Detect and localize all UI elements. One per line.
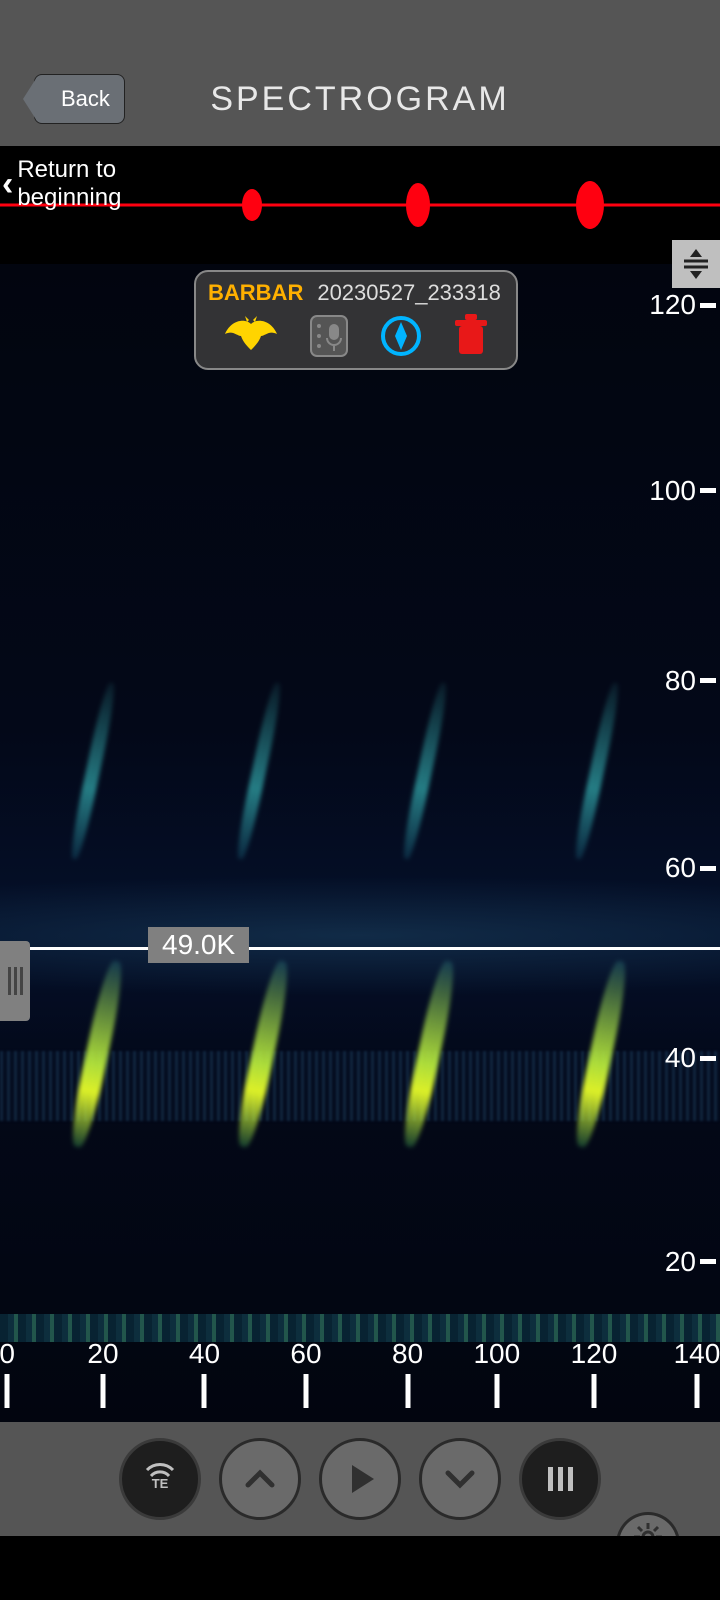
time-axis-label: 20 (87, 1338, 118, 1370)
time-axis-tick (304, 1374, 309, 1408)
time-axis-tick (405, 1374, 410, 1408)
return-to-beginning-button[interactable]: ‹ Return to beginning (2, 156, 121, 211)
expand-handle[interactable] (672, 240, 720, 288)
freq-axis-label: 20 (665, 1246, 716, 1278)
recording-filename: 20230527_233318 (317, 280, 501, 306)
species-code: BARBAR (208, 280, 303, 306)
freq-axis-label: 100 (649, 475, 716, 507)
noise-band (0, 1051, 720, 1121)
freq-axis-label: 120 (649, 289, 716, 321)
time-axis-tick (694, 1374, 699, 1408)
time-axis-label: 100 (473, 1338, 520, 1370)
svg-text:TE: TE (152, 1476, 169, 1491)
time-axis-label: 0 (0, 1338, 15, 1370)
time-axis-tick (100, 1374, 105, 1408)
time-axis-tick (5, 1374, 10, 1408)
time-axis-label: 120 (571, 1338, 618, 1370)
time-axis-tick (494, 1374, 499, 1408)
back-button-label: Back (61, 86, 110, 112)
trash-icon[interactable] (453, 314, 489, 358)
status-bar (0, 0, 720, 52)
freq-axis-label: 40 (665, 1042, 716, 1074)
prev-button[interactable] (219, 1438, 301, 1520)
play-icon (340, 1459, 380, 1499)
chevron-down-icon (440, 1459, 480, 1499)
return-label: Return to beginning (17, 156, 121, 211)
columns-button[interactable] (519, 1438, 601, 1520)
next-button[interactable] (419, 1438, 501, 1520)
spectrogram-background (0, 264, 720, 1422)
spectrogram-view[interactable]: 49.0K BARBAR 20230527_233318 (0, 264, 720, 1422)
time-axis-tick (202, 1374, 207, 1408)
split-vertical-icon (682, 247, 710, 281)
play-button[interactable] (319, 1438, 401, 1520)
columns-icon (540, 1459, 580, 1499)
frequency-marker-line[interactable] (30, 947, 720, 950)
recording-info-panel: BARBAR 20230527_233318 (194, 270, 518, 370)
freq-axis-label: 80 (665, 665, 716, 697)
playback-controls: TE (0, 1422, 720, 1536)
signal-te-icon: TE (135, 1454, 185, 1504)
page-title: SPECTROGRAM (210, 80, 509, 119)
nav-bar-area (0, 1536, 720, 1600)
frequency-marker-label[interactable]: 49.0K (148, 927, 249, 963)
time-axis-tick (592, 1374, 597, 1408)
back-button[interactable]: Back (34, 74, 125, 124)
te-mode-button[interactable]: TE (119, 1438, 201, 1520)
notes-mic-icon[interactable] (309, 314, 349, 358)
bat-icon[interactable] (223, 316, 279, 356)
time-axis-label: 60 (290, 1338, 321, 1370)
chevron-left-icon: ‹ (2, 167, 13, 201)
header-bar: Back SPECTROGRAM (0, 52, 720, 146)
time-axis-label: 140 (674, 1338, 720, 1370)
freq-axis-label: 60 (665, 852, 716, 884)
time-axis-label: 40 (189, 1338, 220, 1370)
chevron-up-icon (240, 1459, 280, 1499)
grip-icon (0, 941, 30, 1021)
time-axis: 0 20 40 60 80 100 120 140 (0, 1338, 720, 1422)
waveform-overview[interactable]: ‹ Return to beginning (0, 146, 720, 264)
drag-tab[interactable] (0, 941, 30, 1021)
compass-icon[interactable] (379, 314, 423, 358)
time-axis-label: 80 (392, 1338, 423, 1370)
